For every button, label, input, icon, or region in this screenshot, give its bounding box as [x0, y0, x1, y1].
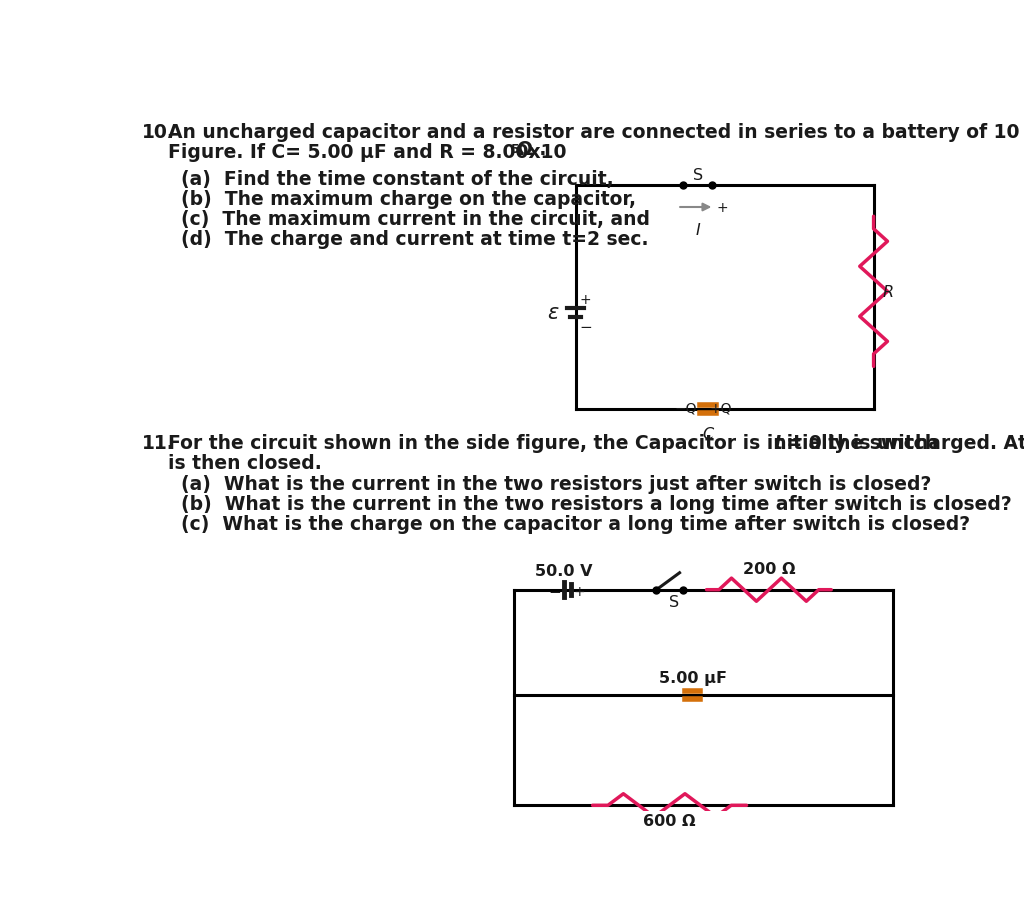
Text: R: R	[883, 284, 894, 300]
Text: (a)  What is the current in the two resistors just after switch is closed?: (a) What is the current in the two resis…	[180, 475, 931, 494]
Text: I: I	[695, 223, 700, 238]
Text: is then closed.: is then closed.	[168, 453, 322, 472]
Text: 5.00 μF: 5.00 μF	[658, 670, 727, 685]
Text: S: S	[692, 168, 702, 182]
Text: 200 Ω: 200 Ω	[742, 561, 796, 576]
Text: 5: 5	[511, 142, 520, 156]
Text: 10.: 10.	[142, 122, 175, 141]
Text: An uncharged capacitor and a resistor are connected in series to a battery of 10: An uncharged capacitor and a resistor ar…	[168, 122, 1024, 141]
Text: For the circuit shown in the side figure, the Capacitor is initially is uncharge: For the circuit shown in the side figure…	[168, 433, 1024, 452]
Text: +: +	[580, 292, 591, 307]
Text: = 0 the switch: = 0 the switch	[779, 433, 938, 452]
Text: t: t	[773, 433, 781, 452]
Text: (b)  What is the current in the two resistors a long time after switch is closed: (b) What is the current in the two resis…	[180, 495, 1012, 514]
Text: Ω .: Ω .	[517, 140, 547, 159]
Text: 11.: 11.	[142, 433, 175, 452]
Text: +: +	[717, 200, 728, 215]
Text: +Q: +Q	[710, 402, 732, 415]
Text: (d)  The charge and current at time t=2 sec.: (d) The charge and current at time t=2 s…	[180, 230, 648, 249]
Text: S: S	[669, 595, 679, 609]
Text: (c)  The maximum current in the circuit, and: (c) The maximum current in the circuit, …	[180, 210, 649, 229]
Text: (b)  The maximum charge on the capacitor,: (b) The maximum charge on the capacitor,	[180, 190, 636, 209]
Text: (a)  Find the time constant of the circuit,: (a) Find the time constant of the circui…	[180, 170, 613, 189]
Text: 50.0 V: 50.0 V	[536, 564, 593, 578]
Text: (c)  What is the charge on the capacitor a long time after switch is closed?: (c) What is the charge on the capacitor …	[180, 515, 970, 534]
Text: C: C	[702, 426, 714, 441]
Text: −: −	[548, 584, 561, 599]
Text: −: −	[580, 320, 592, 334]
Text: ε: ε	[548, 303, 559, 323]
Text: +: +	[573, 585, 585, 599]
Text: Figure. If C= 5.00 μF and R = 8.00x10: Figure. If C= 5.00 μF and R = 8.00x10	[168, 142, 566, 161]
Text: −Q: −Q	[675, 402, 697, 415]
Text: 600 Ω: 600 Ω	[643, 814, 696, 828]
